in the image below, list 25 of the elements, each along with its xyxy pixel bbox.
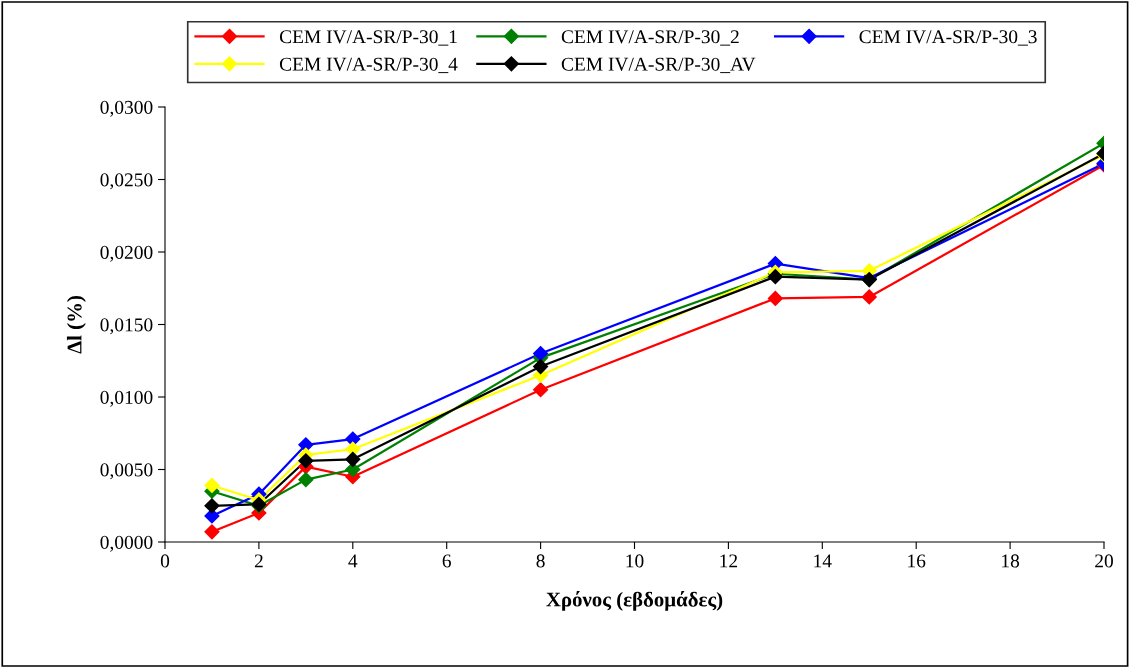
legend-label: CEM IV/A-SR/P-30_4 (279, 57, 458, 74)
x-tick-label: 14 (814, 554, 832, 568)
y-tick-label: 0,0050 (100, 463, 153, 480)
x-tick-label: 0 (160, 554, 170, 568)
y-tick-label: 0,0250 (100, 173, 153, 190)
y-tick-label: 0,0200 (100, 245, 153, 262)
x-tick-label: 4 (348, 554, 358, 568)
y-tick-label: 0,0300 (100, 100, 153, 117)
x-tick-label: 2 (254, 554, 263, 568)
x-tick-label: 10 (626, 554, 644, 568)
legend-label: CEM IV/A-SR/P-30_3 (859, 30, 1037, 46)
y-tick-label: 0,0000 (100, 535, 153, 552)
x-axis-title: Χρόνος (εβδομάδες) (546, 590, 723, 611)
x-tick-label: 12 (720, 554, 738, 568)
legend-label: CEM IV/A-SR/P-30_2 (561, 30, 739, 46)
y-axis-title: Δl (%) (66, 296, 86, 354)
x-tick-label: 18 (1002, 554, 1020, 568)
y-tick-label: 0,0150 (100, 318, 153, 335)
x-tick-label: 6 (442, 554, 451, 568)
x-tick-label: 16 (908, 554, 926, 568)
x-tick-label: 20 (1095, 554, 1113, 568)
legend-label: CEM IV/A-SR/P-30_1 (279, 30, 457, 46)
x-tick-label: 8 (536, 554, 545, 568)
y-tick-label: 0,0100 (100, 390, 153, 407)
legend-label: CEM IV/A-SR/P-30_AV (561, 57, 756, 74)
